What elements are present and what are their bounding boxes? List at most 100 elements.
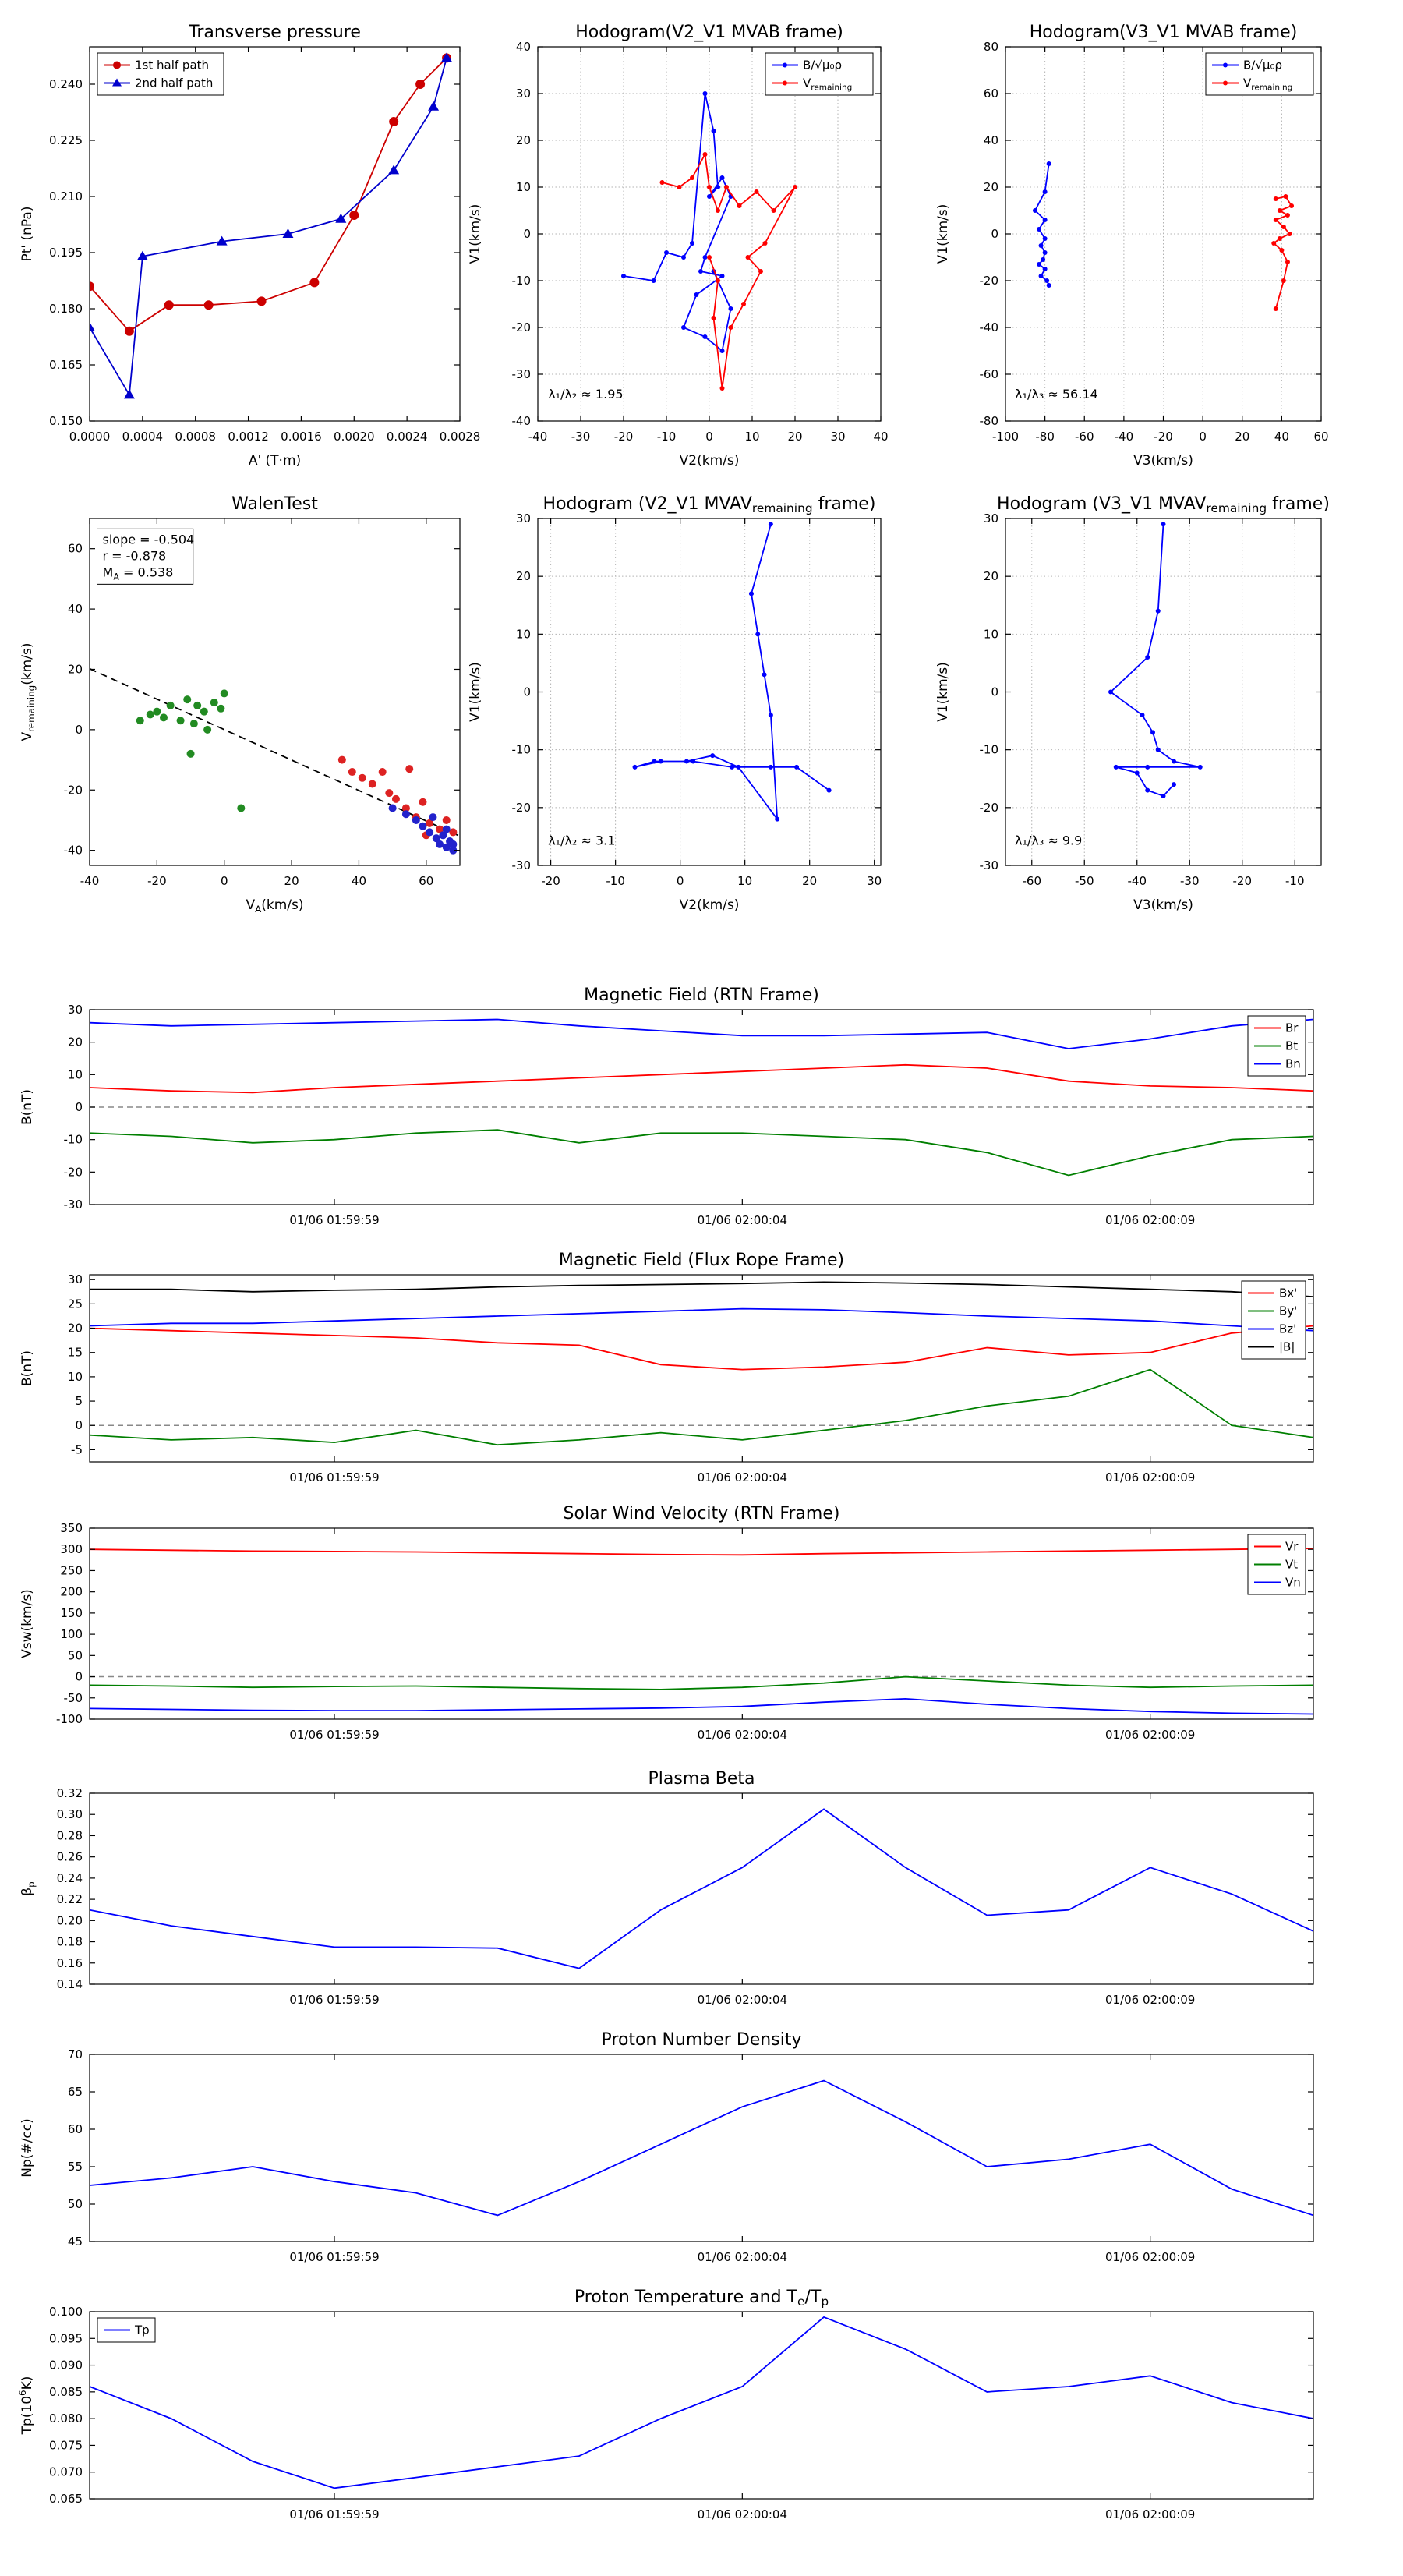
marker <box>432 834 440 843</box>
x-tick-label: 30 <box>830 430 845 444</box>
x-tick-label: 01/06 02:00:09 <box>1105 1993 1195 2007</box>
annotation-text: λ₁/λ₂ ≈ 3.1 <box>548 833 615 847</box>
marker <box>189 720 198 728</box>
annotation-text: MA = 0.538 <box>103 564 174 582</box>
series-group <box>90 1281 1313 1446</box>
marker <box>210 699 218 707</box>
marker <box>123 389 135 399</box>
y-tick-label: -20 <box>64 783 83 797</box>
chart-title: Proton Number Density <box>602 2030 802 2050</box>
y-tick-label: -20 <box>512 320 532 334</box>
marker <box>1273 306 1278 311</box>
marker <box>1285 260 1290 264</box>
marker <box>694 292 699 297</box>
y-tick-label: 20 <box>516 133 531 147</box>
chart-hodogram-v2v1-mvab: -40 -30 -20 -10 0 10 20 30 40 -40 -30 -20 -10 0 10 20 30… <box>468 23 889 469</box>
marker <box>426 828 434 837</box>
legend: B/√μ₀ρ Vremaining <box>765 52 874 96</box>
marker <box>1289 203 1295 208</box>
legend-label: |B| <box>1279 1340 1295 1354</box>
legend-label: B/√μ₀ρ <box>1243 58 1282 73</box>
marker <box>719 349 725 353</box>
y-tick-label: -40 <box>64 844 83 858</box>
y-tick-label: 30 <box>516 87 531 101</box>
marker <box>337 755 346 764</box>
y-tick-label: 80 <box>984 40 998 54</box>
marker <box>768 764 773 770</box>
legend-box <box>1205 52 1314 96</box>
legend: B/√μ₀ρ Vremaining <box>1205 52 1314 96</box>
marker <box>690 241 694 246</box>
y-tick-label: 20 <box>984 569 998 583</box>
marker <box>755 632 761 637</box>
marker <box>136 250 148 260</box>
x-tick-label: 01/06 02:00:09 <box>1105 1470 1195 1484</box>
y-tick-label: 60 <box>984 87 998 101</box>
marker <box>1038 243 1044 248</box>
marker <box>1277 236 1282 241</box>
marker <box>389 117 399 126</box>
y-tick-label: 0 <box>991 227 998 241</box>
y-tick-label: 10 <box>516 180 531 194</box>
legend-label: Bt <box>1285 1039 1298 1053</box>
y-axis-label: βp <box>19 1881 37 1895</box>
x-tick-label: 20 <box>1235 430 1249 444</box>
marker <box>793 185 797 189</box>
y-tick-label: 60 <box>68 2122 83 2136</box>
marker <box>1281 278 1286 283</box>
marker <box>388 804 397 812</box>
y-tick-label: 20 <box>984 180 998 194</box>
axes-border <box>89 46 461 422</box>
marker <box>429 813 437 822</box>
marker <box>449 846 458 855</box>
marker <box>419 798 427 806</box>
y-tick-label: 30 <box>68 1003 83 1017</box>
series-group <box>90 667 460 855</box>
y-tick-label: -20 <box>64 1165 83 1179</box>
legend-label: Bn <box>1285 1057 1301 1071</box>
x-axis-label: V2(km/s) <box>680 453 740 469</box>
y-tick-label: 0.195 <box>49 246 83 260</box>
y-tick-label: -40 <box>512 414 532 428</box>
x-tick-label: -60 <box>1075 430 1094 444</box>
y-tick-label: 0.18 <box>57 1935 83 1949</box>
series-line <box>90 1548 1313 1556</box>
chart-title: Magnetic Field (Flux Rope Frame) <box>559 1251 844 1270</box>
x-tick-label: 01/06 01:59:59 <box>289 2250 379 2264</box>
marker <box>1271 241 1277 246</box>
x-tick-label: 01/06 01:59:59 <box>289 1213 379 1227</box>
series-line <box>90 1281 1313 1297</box>
marker <box>1042 236 1048 241</box>
y-tick-label: -20 <box>512 801 532 815</box>
marker <box>681 325 686 330</box>
x-tick-label: 01/06 02:00:09 <box>1105 1213 1195 1227</box>
y-tick-label: 0.32 <box>57 1786 83 1800</box>
x-tick-label: -40 <box>80 874 100 888</box>
y-tick-label: 0 <box>523 685 531 699</box>
marker <box>771 208 776 213</box>
legend-box <box>765 52 874 96</box>
marker <box>677 185 682 189</box>
y-tick-label: -30 <box>512 367 532 381</box>
y-tick-label: 20 <box>516 569 531 583</box>
x-tick-label: 20 <box>802 874 817 888</box>
x-tick-label: -40 <box>528 430 548 444</box>
marker <box>768 713 773 718</box>
marker <box>368 780 376 788</box>
marker <box>412 816 420 824</box>
y-tick-label: 0.240 <box>49 77 83 91</box>
x-tick-label: -50 <box>1075 874 1094 888</box>
marker <box>1223 62 1228 68</box>
y-tick-label: 5 <box>75 1394 83 1408</box>
y-tick-label: 30 <box>984 511 998 525</box>
marker <box>730 764 735 770</box>
x-axis-label: V3(km/s) <box>1133 453 1193 469</box>
series-group <box>1108 522 1203 798</box>
series-line <box>90 667 460 837</box>
x-tick-label: 60 <box>1313 430 1328 444</box>
legend-label: Br <box>1285 1021 1299 1035</box>
marker <box>711 316 716 320</box>
annotation-text: λ₁/λ₂ ≈ 1.95 <box>548 387 623 402</box>
x-tick-label: 40 <box>873 430 888 444</box>
marker <box>684 759 689 764</box>
